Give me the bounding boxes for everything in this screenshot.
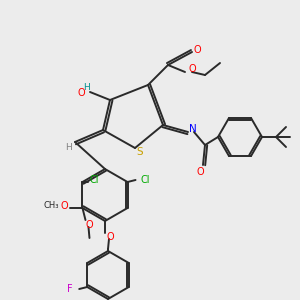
Text: O: O (77, 88, 85, 98)
Text: S: S (137, 147, 143, 157)
Text: CH₃: CH₃ (44, 202, 59, 211)
Text: F: F (68, 284, 73, 294)
Text: H: H (84, 82, 90, 91)
Text: O: O (188, 64, 196, 74)
Text: N: N (189, 124, 197, 134)
Text: O: O (193, 45, 201, 55)
Text: O: O (196, 167, 204, 177)
Text: Cl: Cl (141, 175, 150, 185)
Text: O: O (106, 232, 114, 242)
Text: Cl: Cl (90, 175, 99, 185)
Text: O: O (61, 201, 68, 211)
Text: O: O (86, 220, 93, 230)
Text: H: H (64, 142, 71, 152)
